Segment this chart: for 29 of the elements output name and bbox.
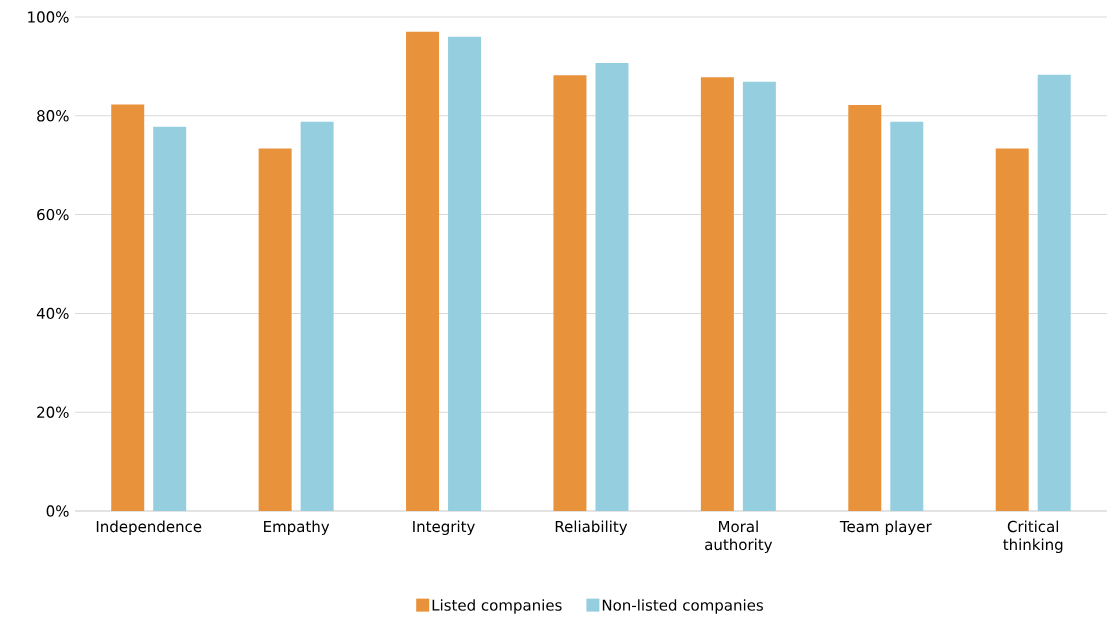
x-tick-label: Integrity bbox=[413, 520, 475, 536]
y-tick-label: 0% bbox=[46, 505, 69, 517]
legend-label: Listed companies bbox=[432, 599, 562, 614]
x-tick-label: Team player bbox=[839, 520, 932, 536]
bar bbox=[890, 121, 924, 511]
bar bbox=[258, 148, 292, 511]
y-tick-label: 20% bbox=[37, 406, 69, 418]
bar bbox=[553, 75, 587, 511]
x-tick-label: Reliability bbox=[555, 520, 628, 536]
bar bbox=[595, 62, 629, 511]
bar bbox=[700, 77, 734, 511]
y-tick-label: 100% bbox=[28, 11, 69, 23]
bar bbox=[111, 104, 145, 511]
y-tick-label: 80% bbox=[37, 110, 69, 122]
y-tick-label: 60% bbox=[37, 208, 69, 221]
bar bbox=[153, 126, 187, 511]
bar bbox=[1037, 74, 1071, 511]
y-tick-label: 40% bbox=[36, 307, 69, 320]
bar bbox=[406, 31, 440, 511]
x-tick-label: Empathy bbox=[264, 520, 330, 536]
x-tick-label: Critical thinking bbox=[1003, 520, 1063, 554]
bar bbox=[742, 81, 776, 511]
bar bbox=[300, 121, 334, 511]
bar bbox=[995, 148, 1029, 511]
x-tick-label: Independence bbox=[96, 520, 202, 536]
bar bbox=[448, 36, 482, 511]
bar bbox=[848, 104, 882, 511]
x-tick-label: Moral authority bbox=[705, 520, 773, 554]
legend-label: Non-listed companies bbox=[602, 599, 763, 614]
